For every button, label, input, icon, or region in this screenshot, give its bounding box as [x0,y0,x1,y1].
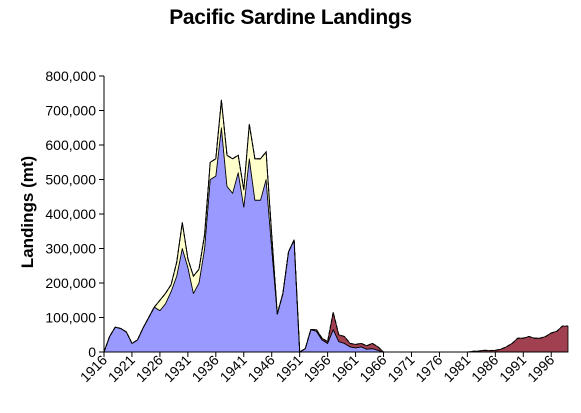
chart-title: Pacific Sardine Landings [169,6,412,29]
y-tick-label: 700,000 [45,103,96,119]
y-tick-label: 400,000 [45,206,96,222]
x-tick-label: 1951 [272,352,305,385]
x-tick-label: 1981 [440,352,473,385]
x-tick-label: 1921 [105,352,138,385]
x-tick-label: 1926 [133,352,166,385]
y-tick-label: 300,000 [45,241,96,257]
y-tick-label: 0 [88,344,96,360]
series-layer [103,99,569,353]
series-area-1 [103,127,569,353]
x-tick-label: 1931 [161,352,194,385]
x-tick-label: 1971 [384,352,417,385]
y-tick-label: 800,000 [45,68,96,84]
x-tick-label: 1986 [468,352,501,385]
y-tick-label: 200,000 [45,275,96,291]
x-tick-label: 1966 [356,352,389,385]
x-tick-label: 1941 [217,352,250,385]
x-tick-label: 1916 [77,352,110,385]
y-tick-label: 100,000 [45,310,96,326]
total-outline [103,100,568,353]
x-tick-label: 1936 [189,352,222,385]
y-tick-label: 600,000 [45,137,96,153]
x-tick-label: 1976 [412,352,445,385]
y-tick-label: 500,000 [45,172,96,188]
x-tick-label: 1956 [300,352,333,385]
x-tick-label: 1996 [524,352,557,385]
x-tick-label: 1991 [496,352,529,385]
x-tick-label: 1946 [244,352,277,385]
x-tick-label: 1961 [328,352,361,385]
